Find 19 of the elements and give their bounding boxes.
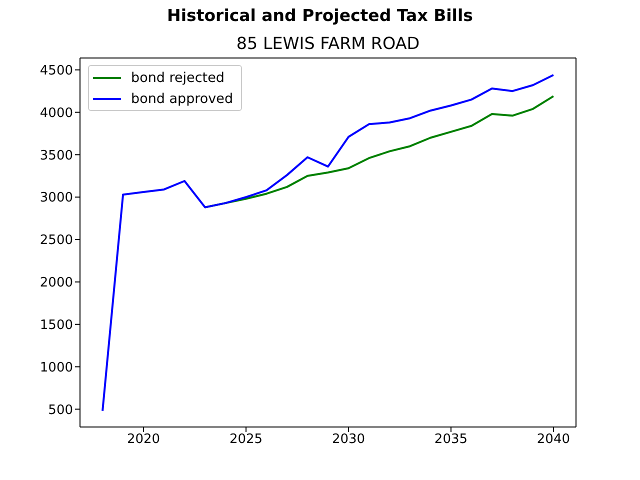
y-tick-label: 4500 xyxy=(40,63,73,78)
y-tick-label: 1500 xyxy=(40,318,73,333)
y-tick-label: 3000 xyxy=(40,190,73,206)
y-tick-label: 4000 xyxy=(40,106,73,121)
x-tick-label: 2030 xyxy=(332,432,366,448)
chart-subtitle: 85 LEWIS FARM ROAD xyxy=(235,33,421,53)
y-tick-label: 1000 xyxy=(40,360,73,376)
x-tick-label: 2025 xyxy=(229,432,263,448)
chart-title: Historical and Projected Tax Bills xyxy=(166,6,474,25)
y-tick-label: 2500 xyxy=(40,233,73,248)
line-series xyxy=(102,74,554,412)
x-tick-label: 2035 xyxy=(434,432,468,448)
x-tick-label: 2040 xyxy=(536,432,570,448)
y-tick-label: 3500 xyxy=(40,148,73,164)
legend-label: bond rejected xyxy=(131,70,224,86)
legend-label: bond approved xyxy=(131,90,234,106)
y-tick-label: 2000 xyxy=(40,276,73,291)
y-tick-label: 500 xyxy=(48,402,73,418)
x-tick-label: 2020 xyxy=(126,432,160,448)
